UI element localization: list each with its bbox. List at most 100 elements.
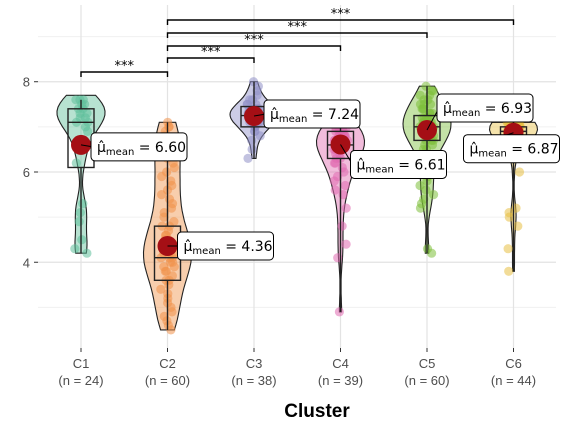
mean-label-symbol: μ̂: [184, 239, 193, 255]
mean-label-text: μ̂mean = 6.61: [357, 157, 446, 175]
y-axis: 4 6 8: [23, 75, 38, 270]
significance-bracket: [166, 32, 428, 38]
mean-label-c5: μ̂mean = 6.93: [426, 93, 534, 131]
x-tick-count-label: (n = 60): [404, 373, 449, 388]
mean-label-box: [436, 93, 534, 123]
data-point: [330, 185, 340, 195]
significance-label: ***: [244, 33, 264, 48]
data-point: [163, 117, 173, 127]
mean-label-value: = 6.93: [480, 101, 532, 117]
mean-label-box: [350, 149, 447, 179]
mean-label-value: = 6.87: [507, 142, 559, 158]
mean-label-text: μ̂mean = 6.87: [470, 142, 559, 160]
box-c5: [413, 114, 441, 142]
x-tick-label: C1: [73, 356, 90, 371]
mean-label-subscript: mean: [106, 147, 134, 158]
mean-label-c3: μ̂mean = 7.24: [253, 99, 361, 129]
data-point: [421, 81, 431, 91]
data-point: [247, 135, 257, 145]
data-point: [504, 266, 514, 276]
mean-label-subscript: mean: [279, 114, 307, 125]
significance-bracket: [166, 45, 342, 51]
mean-label-box: [90, 132, 188, 162]
mean-label-symbol: μ̂: [97, 140, 106, 156]
significance-label: ***: [288, 20, 308, 35]
mean-label-value: = 6.61: [394, 157, 446, 173]
mean-label-subscript: mean: [452, 108, 480, 119]
data-point: [162, 167, 172, 177]
data-point: [341, 239, 351, 249]
x-axis-title: Cluster: [284, 401, 350, 422]
mean-label-value: = 4.36: [221, 239, 273, 255]
mean-label-subscript: mean: [192, 246, 220, 257]
significance-bracket: [166, 57, 255, 63]
data-point: [415, 90, 425, 100]
mean-label-symbol: μ̂: [443, 101, 452, 117]
data-point: [82, 248, 92, 258]
significance-bracket: [80, 71, 169, 77]
y-tick-label: 6: [23, 165, 30, 180]
mean-label-c6: μ̂mean = 6.87: [463, 132, 560, 164]
data-point: [415, 180, 425, 191]
data-point: [514, 167, 525, 177]
data-point: [429, 190, 439, 200]
data-point: [511, 203, 521, 213]
mean-label-symbol: μ̂: [357, 157, 366, 173]
data-point: [513, 221, 523, 231]
mean-label-c1: μ̂mean = 6.60: [80, 132, 188, 162]
data-point: [164, 194, 175, 204]
data-point: [74, 217, 84, 227]
data-point: [166, 176, 176, 186]
mean-label-value: = 7.24: [307, 107, 359, 123]
significance-label: ***: [331, 7, 351, 22]
data-point: [159, 262, 169, 272]
mean-label-c4: μ̂mean = 6.61: [340, 144, 447, 179]
grid: [38, 5, 556, 348]
x-tick-label: C5: [419, 356, 436, 371]
mean-label-box: [263, 99, 361, 129]
data-point: [71, 95, 81, 105]
x-tick-count-label: (n = 60): [145, 373, 190, 388]
mean-label-subscript: mean: [365, 164, 393, 175]
data-point: [419, 194, 429, 204]
x-tick-label: C2: [159, 356, 176, 371]
x-tick-count-label: (n = 39): [318, 373, 363, 388]
x-axis: C1 (n = 24) C2 (n = 60) C3 (n = 38) C4 (n = 39)…: [58, 348, 536, 388]
x-tick-count-label: (n = 38): [231, 373, 276, 388]
data-point: [159, 208, 169, 218]
mean-labels: μ̂mean = 6.60μ̂mean = 4.36μ̂mean = 7.24μ…: [80, 93, 560, 261]
mean-label-subscript: mean: [478, 149, 506, 160]
data-point: [503, 244, 513, 254]
mean-label-value: = 6.60: [134, 140, 186, 156]
data-point: [70, 244, 80, 254]
data-point: [245, 95, 255, 105]
x-tick-label: C6: [505, 356, 522, 371]
data-point: [71, 158, 81, 168]
significance-label: ***: [115, 59, 135, 74]
x-tick-count-label: (n = 24): [58, 373, 103, 388]
mean-label-text: μ̂mean = 6.93: [443, 101, 532, 119]
mean-label-box: [463, 134, 560, 164]
data-point: [337, 221, 347, 231]
x-tick-label: C4: [332, 356, 349, 371]
data-point: [428, 86, 438, 96]
data-point: [340, 180, 350, 191]
data-point: [169, 217, 179, 227]
y-tick-label: 4: [23, 255, 30, 270]
mean-label-c2: μ̂mean = 4.36: [167, 231, 274, 261]
data-point: [78, 199, 88, 209]
significance-brackets: *** *** *** *** ***: [80, 7, 515, 77]
data-point: [504, 208, 514, 218]
data-point: [247, 144, 257, 154]
data-point: [77, 235, 87, 245]
x-tick-label: C3: [246, 356, 263, 371]
data-point: [159, 311, 169, 321]
mean-label-text: μ̂mean = 7.24: [270, 107, 359, 125]
x-tick-count-label: (n = 44): [491, 373, 536, 388]
mean-label-box: [177, 231, 274, 261]
data-point: [243, 153, 253, 163]
y-tick-label: 8: [23, 75, 30, 90]
mean-label-symbol: μ̂: [470, 142, 479, 158]
mean-label-symbol: μ̂: [270, 107, 279, 123]
